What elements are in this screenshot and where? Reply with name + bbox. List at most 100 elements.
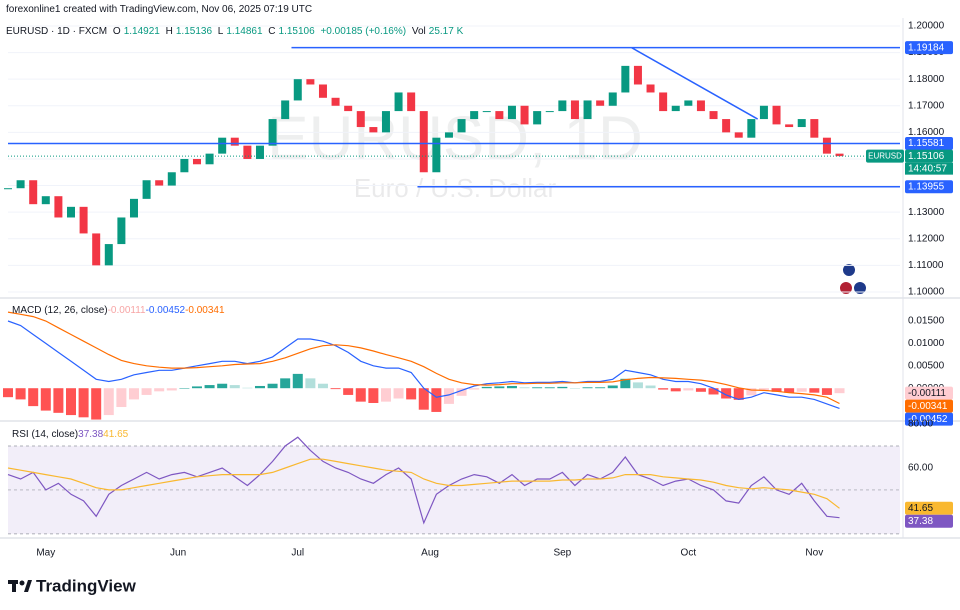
value-label: 41.65 <box>908 503 933 514</box>
level-label-bg <box>905 41 953 55</box>
histogram-bar <box>280 378 291 389</box>
histogram-bar <box>380 388 391 402</box>
candle <box>432 137 441 173</box>
value-label: -0.00452 <box>908 414 948 425</box>
y-tick-label: 1.16000 <box>908 127 945 138</box>
candle <box>797 119 806 128</box>
candle <box>684 100 693 106</box>
ohlc-label: C <box>268 26 276 37</box>
histogram-bar <box>620 378 631 389</box>
histogram-bar <box>267 383 278 389</box>
ohlc-value: 1.15106 <box>278 26 315 37</box>
indicator-title: MACD (12, 26, close)-0.00111-0.00452-0.0… <box>12 305 225 316</box>
histogram-bar <box>393 388 404 399</box>
histogram-bar <box>343 388 354 395</box>
histogram-bar <box>166 388 177 391</box>
histogram-bar <box>519 387 530 389</box>
histogram-bar <box>204 385 215 389</box>
candle <box>646 84 655 93</box>
event-icon[interactable] <box>841 262 857 278</box>
candle <box>29 180 38 205</box>
y-tick-label: 1.17000 <box>908 100 945 111</box>
candle <box>709 111 718 120</box>
candle <box>331 97 340 106</box>
histogram-bar <box>469 388 480 390</box>
histogram-bar <box>3 388 13 398</box>
level-label: 1.13955 <box>908 181 945 192</box>
title: RSI (14, close) <box>12 429 78 440</box>
event-icon[interactable] <box>838 280 854 296</box>
x-tick-label: Aug <box>421 548 439 559</box>
candle <box>810 119 819 138</box>
symbol-tag: EURUSD <box>868 151 902 160</box>
candle <box>54 196 63 218</box>
legend-value: -0.00111 <box>108 305 146 316</box>
candle <box>369 127 378 133</box>
candle <box>734 132 743 138</box>
histogram-bar <box>242 387 253 389</box>
histogram-bar <box>721 388 732 399</box>
candle <box>407 92 416 112</box>
symbol-tag-bg <box>866 149 904 163</box>
indicator-line <box>7 458 840 509</box>
candle <box>558 100 567 112</box>
histogram-bar <box>179 388 190 389</box>
histogram-bar <box>821 388 832 395</box>
candle <box>608 92 617 106</box>
candle <box>255 145 264 159</box>
histogram-bar <box>368 388 379 403</box>
histogram-bar <box>141 388 152 395</box>
title: MACD (12, 26, close) <box>12 305 108 316</box>
value-label: 37.38 <box>908 516 933 527</box>
candle <box>583 100 592 120</box>
candle <box>268 119 277 146</box>
candle <box>41 196 50 205</box>
indicator-line <box>7 436 840 525</box>
candle <box>520 105 529 125</box>
event-icon[interactable] <box>852 280 868 296</box>
histogram-bar <box>708 388 719 395</box>
candle <box>192 158 201 165</box>
candle <box>356 111 365 128</box>
brand-logo: TradingView <box>8 576 137 595</box>
histogram-bar <box>103 388 114 416</box>
histogram-bar <box>746 388 757 396</box>
candle <box>180 158 189 173</box>
level-label-bg <box>905 180 953 194</box>
histogram-bar <box>317 383 328 389</box>
histogram-bar <box>292 373 303 389</box>
y-tick-label: 0.01000 <box>908 338 945 349</box>
legend-value: -0.00341 <box>185 305 225 316</box>
candle <box>470 111 479 120</box>
histogram-bar <box>91 388 102 420</box>
histogram-bar <box>582 387 593 389</box>
ohlc-label: O <box>112 26 121 37</box>
histogram-bar <box>607 385 618 389</box>
candle <box>759 105 768 120</box>
candle <box>218 137 227 154</box>
candle <box>155 180 164 186</box>
candle <box>747 119 756 138</box>
y-tick-label: 1.13000 <box>908 207 945 218</box>
value-label: -0.00111 <box>908 388 946 399</box>
trendline <box>631 47 759 120</box>
credit: forexonline1 created with TradingView.co… <box>6 4 313 15</box>
histogram-bar <box>670 388 681 392</box>
y-tick-label: 0.00500 <box>908 360 945 371</box>
histogram-bar <box>809 388 820 393</box>
x-tick-label: May <box>36 548 55 559</box>
candle <box>785 124 794 128</box>
candle <box>495 111 504 120</box>
histogram-bar <box>418 388 429 410</box>
candle <box>659 92 668 112</box>
level-label: 1.15581 <box>908 138 945 149</box>
legend-value: 41.65 <box>103 429 128 440</box>
candle <box>293 79 302 101</box>
value-label-bg <box>905 412 953 426</box>
histogram-bar <box>632 382 643 389</box>
candle <box>772 105 781 125</box>
candle <box>545 111 554 113</box>
histogram-bar <box>784 388 795 393</box>
candle <box>822 137 831 154</box>
indicator-line <box>7 311 840 405</box>
